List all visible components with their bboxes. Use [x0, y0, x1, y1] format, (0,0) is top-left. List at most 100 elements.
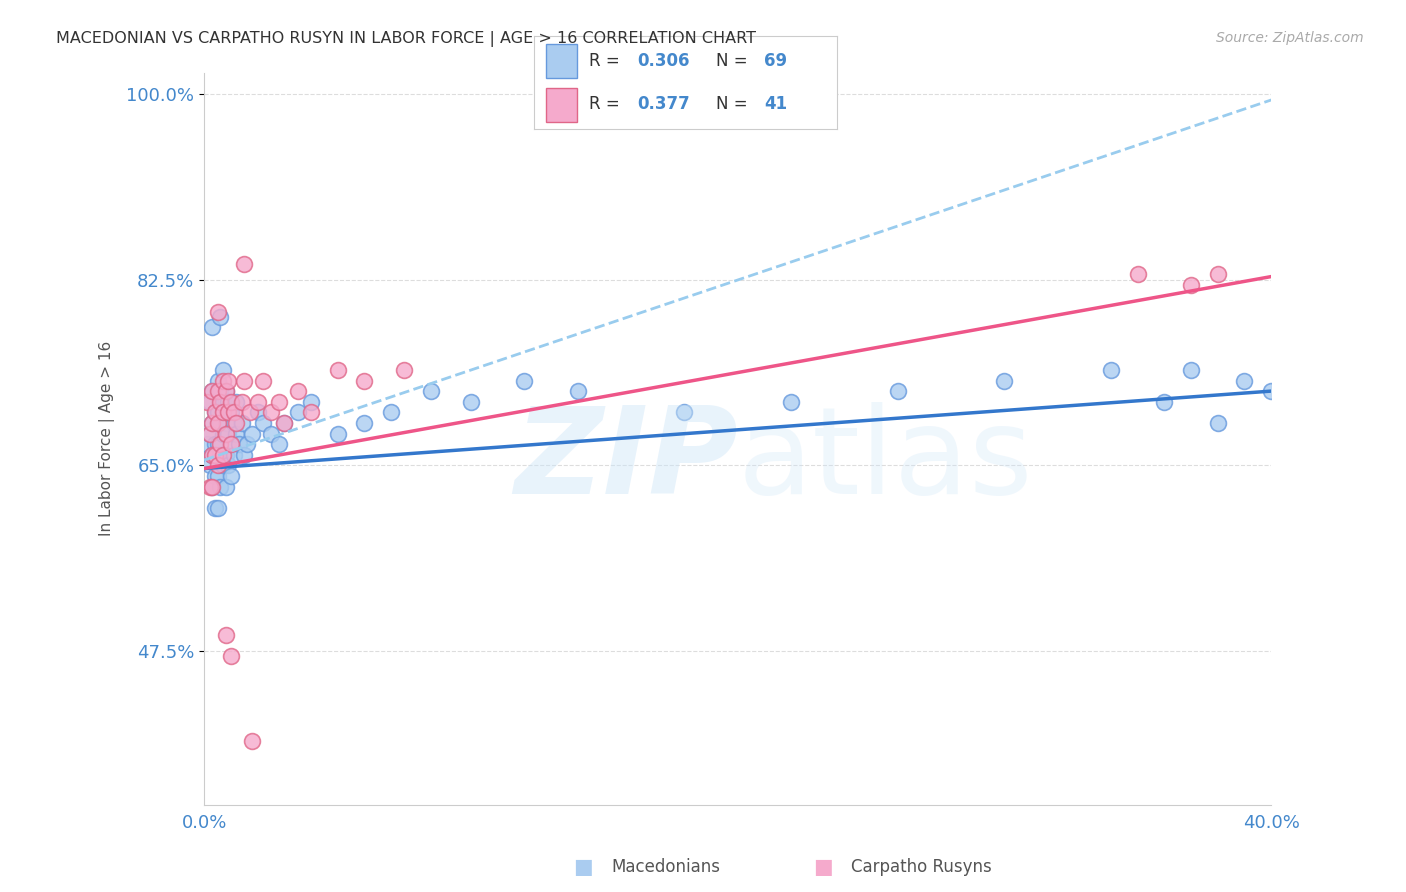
- Point: [212, 363, 235, 377]
- Point: [214, 416, 236, 430]
- Point: [201, 384, 224, 398]
- Point: [212, 448, 235, 462]
- Point: [217, 458, 239, 473]
- Point: [1206, 268, 1229, 282]
- Point: [780, 394, 803, 409]
- Text: Macedonians: Macedonians: [612, 858, 721, 876]
- Point: [214, 628, 236, 642]
- Text: ■: ■: [813, 857, 832, 877]
- Point: [246, 394, 269, 409]
- Point: [1099, 363, 1122, 377]
- Point: [207, 437, 229, 451]
- Point: [214, 426, 236, 441]
- Point: [219, 469, 242, 483]
- Point: [353, 416, 375, 430]
- Point: [353, 374, 375, 388]
- Y-axis label: In Labor Force | Age > 16: In Labor Force | Age > 16: [100, 342, 115, 536]
- Point: [217, 394, 239, 409]
- Point: [214, 384, 236, 398]
- Point: [231, 416, 253, 430]
- Point: [219, 649, 242, 664]
- Point: [231, 394, 253, 409]
- Point: [217, 374, 239, 388]
- Point: [204, 469, 226, 483]
- Point: [214, 479, 236, 493]
- Point: [209, 416, 232, 430]
- Point: [233, 257, 256, 271]
- Text: 0.377: 0.377: [637, 95, 690, 113]
- Point: [299, 394, 322, 409]
- Point: [219, 405, 242, 419]
- Point: [273, 416, 295, 430]
- Point: [252, 416, 274, 430]
- Point: [207, 384, 229, 398]
- Point: [326, 363, 349, 377]
- Point: [225, 394, 247, 409]
- Point: [1260, 384, 1282, 398]
- Point: [219, 437, 242, 451]
- Point: [233, 448, 256, 462]
- Text: 69: 69: [763, 52, 787, 70]
- Point: [326, 426, 349, 441]
- Point: [209, 384, 232, 398]
- Point: [1180, 363, 1202, 377]
- Point: [198, 479, 221, 493]
- Point: [299, 405, 322, 419]
- Point: [212, 374, 235, 388]
- Point: [287, 405, 309, 419]
- Point: [198, 394, 221, 409]
- Point: [195, 437, 218, 451]
- Point: [219, 394, 242, 409]
- Point: [380, 405, 402, 419]
- Point: [240, 734, 263, 748]
- Point: [204, 405, 226, 419]
- Point: [209, 448, 232, 462]
- Point: [201, 448, 224, 462]
- Point: [419, 384, 441, 398]
- Point: [225, 416, 247, 430]
- Point: [267, 437, 290, 451]
- Point: [222, 405, 245, 419]
- Point: [204, 448, 226, 462]
- Point: [212, 394, 235, 409]
- Text: Carpatho Rusyns: Carpatho Rusyns: [851, 858, 991, 876]
- Point: [201, 384, 224, 398]
- Point: [567, 384, 589, 398]
- Text: atlas: atlas: [738, 402, 1033, 519]
- Point: [233, 374, 256, 388]
- Text: 0.306: 0.306: [637, 52, 689, 70]
- Point: [209, 437, 232, 451]
- FancyBboxPatch shape: [547, 44, 576, 78]
- Point: [198, 458, 221, 473]
- Point: [1233, 374, 1256, 388]
- Point: [201, 479, 224, 493]
- Point: [201, 479, 224, 493]
- Text: 41: 41: [763, 95, 787, 113]
- Point: [260, 405, 283, 419]
- Point: [195, 394, 218, 409]
- Point: [1153, 394, 1175, 409]
- Point: [222, 416, 245, 430]
- Point: [225, 426, 247, 441]
- Point: [214, 384, 236, 398]
- Point: [1313, 405, 1336, 419]
- Point: [209, 479, 232, 493]
- Text: ZIP: ZIP: [515, 402, 738, 519]
- Point: [238, 405, 260, 419]
- Text: MACEDONIAN VS CARPATHO RUSYN IN LABOR FORCE | AGE > 16 CORRELATION CHART: MACEDONIAN VS CARPATHO RUSYN IN LABOR FO…: [56, 31, 756, 47]
- Point: [204, 405, 226, 419]
- Point: [209, 310, 232, 324]
- Point: [287, 384, 309, 398]
- Point: [236, 437, 259, 451]
- Point: [273, 416, 295, 430]
- Point: [1180, 278, 1202, 293]
- Point: [212, 405, 235, 419]
- Point: [207, 416, 229, 430]
- Point: [207, 500, 229, 515]
- Text: N =: N =: [716, 52, 747, 70]
- Point: [252, 374, 274, 388]
- Point: [214, 448, 236, 462]
- Point: [198, 426, 221, 441]
- Text: Source: ZipAtlas.com: Source: ZipAtlas.com: [1216, 31, 1364, 45]
- Point: [460, 394, 482, 409]
